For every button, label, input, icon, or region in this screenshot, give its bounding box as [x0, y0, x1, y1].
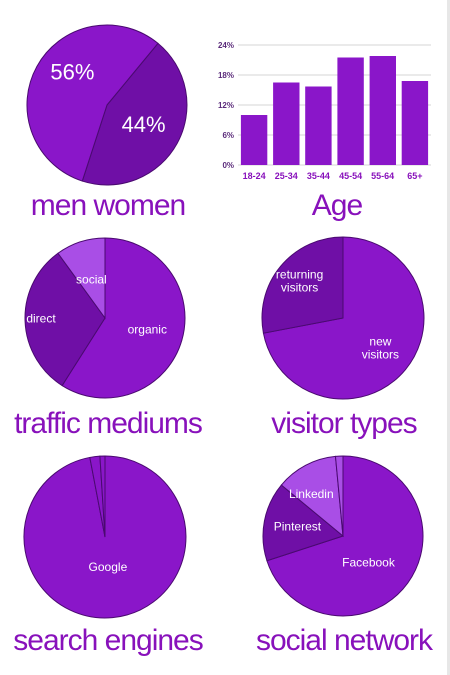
- bar-65: [401, 81, 429, 165]
- slice-label-returning-visitors: returning visitors: [276, 268, 323, 295]
- slice-returning-visitors: [261, 236, 344, 334]
- slice-social: [57, 237, 106, 320]
- slice-facebook: [266, 455, 424, 617]
- age-caption: Age: [312, 189, 363, 222]
- slice-organic: [61, 237, 186, 399]
- slice-label-women: 56%: [50, 60, 94, 85]
- gender-pie: 44% 56%: [26, 24, 188, 186]
- slice-women: [26, 24, 159, 182]
- traffic-mediums-caption: traffic mediums: [14, 407, 202, 440]
- x-tick-label: 45-54: [339, 171, 362, 181]
- search-engines-caption: search engines: [13, 624, 202, 657]
- x-tick-label: 65+: [407, 171, 422, 181]
- social-network-caption: social network: [256, 624, 434, 657]
- social-network-pie: Facebook Pinterest Linkedin: [262, 455, 424, 617]
- bar-35-44: [305, 86, 332, 165]
- slice-label-men: 44%: [122, 112, 166, 137]
- x-tick-label: 25-34: [275, 171, 298, 181]
- slice-label-new-visitors: new visitors: [362, 335, 399, 362]
- bar-25-34: [273, 82, 300, 165]
- y-tick-label: 18%: [218, 71, 234, 80]
- traffic-mediums-pie: organic direct social: [24, 237, 186, 399]
- visitor-types-pie: new visitors returning visitors: [261, 236, 425, 400]
- slice-label-pinterest: Pinterest: [274, 519, 322, 533]
- age-bar-chart: 0% 6% 12% 18% 24% 18-24 25-34 35-44 45-54 55-64 65…: [218, 41, 431, 181]
- slice-label-facebook: Facebook: [342, 555, 396, 569]
- slice-minor-3: [334, 455, 344, 537]
- slice-label-linkedin: Linkedin: [289, 487, 334, 501]
- x-tick-label: 18-24: [243, 171, 266, 181]
- slice-men: [81, 42, 188, 186]
- slice-label-organic: organic: [128, 322, 167, 336]
- slice-new-visitors: [262, 236, 425, 400]
- y-tick-label: 0%: [222, 161, 234, 170]
- slice-linkedin: [280, 455, 344, 538]
- slice-label-social: social: [76, 272, 107, 286]
- search-engines-pie: Google: [23, 455, 187, 619]
- visitor-types-caption: visitor types: [271, 407, 416, 440]
- slice-direct: [24, 252, 106, 387]
- slice-pinterest: [262, 484, 345, 562]
- x-tick-label: 35-44: [307, 171, 330, 181]
- y-tick-label: 12%: [218, 101, 234, 110]
- slice-minor-2: [99, 455, 106, 538]
- slice-label-direct: direct: [26, 312, 56, 326]
- gender-caption: men women: [31, 189, 185, 222]
- bar-55-64: [369, 56, 396, 165]
- bar-18-24: [240, 115, 268, 165]
- y-tick-label: 6%: [222, 131, 234, 140]
- bar-45-54: [337, 57, 364, 165]
- y-tick-label: 24%: [218, 41, 234, 50]
- x-tick-label: 55-64: [371, 171, 394, 181]
- slice-label-google: Google: [89, 560, 128, 574]
